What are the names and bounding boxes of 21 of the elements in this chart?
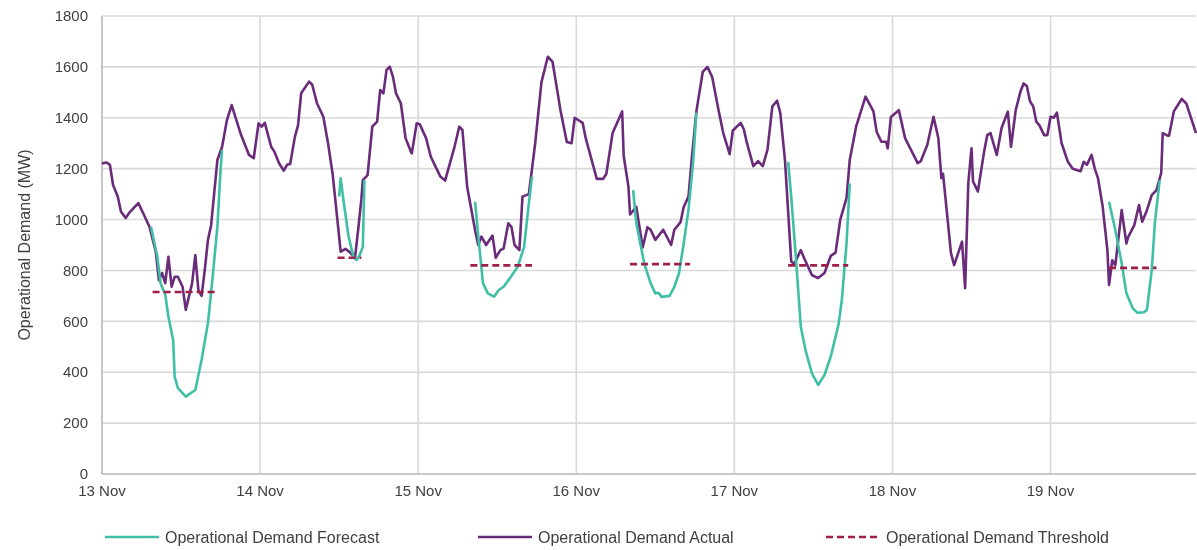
x-tick-label: 15 Nov: [394, 482, 443, 499]
legend-label: Operational Demand Actual: [538, 528, 734, 546]
y-tick-label: 800: [62, 261, 88, 279]
x-tick-label: 13 Nov: [78, 482, 127, 499]
x-tick-label: 14 Nov: [236, 482, 285, 499]
y-tick-label: 0: [79, 465, 88, 483]
x-tick-label: 19 Nov: [1026, 482, 1075, 499]
y-tick-label: 1400: [54, 109, 88, 127]
y-axis-title: Operational Demand (MW): [16, 149, 33, 341]
x-tick-label: 17 Nov: [710, 482, 759, 499]
y-tick-label: 600: [62, 312, 88, 330]
y-tick-label: 1800: [54, 7, 88, 25]
y-tick-label: 1600: [54, 58, 88, 76]
y-tick-label: 1000: [54, 210, 88, 228]
y-tick-label: 200: [62, 414, 88, 432]
y-tick-label: 1200: [54, 159, 88, 177]
y-tick-label: 400: [62, 363, 88, 381]
x-tick-label: 18 Nov: [868, 482, 917, 499]
legend-label: Operational Demand Threshold: [886, 528, 1109, 546]
legend-label: Operational Demand Forecast: [165, 528, 380, 546]
x-tick-label: 16 Nov: [552, 482, 601, 499]
